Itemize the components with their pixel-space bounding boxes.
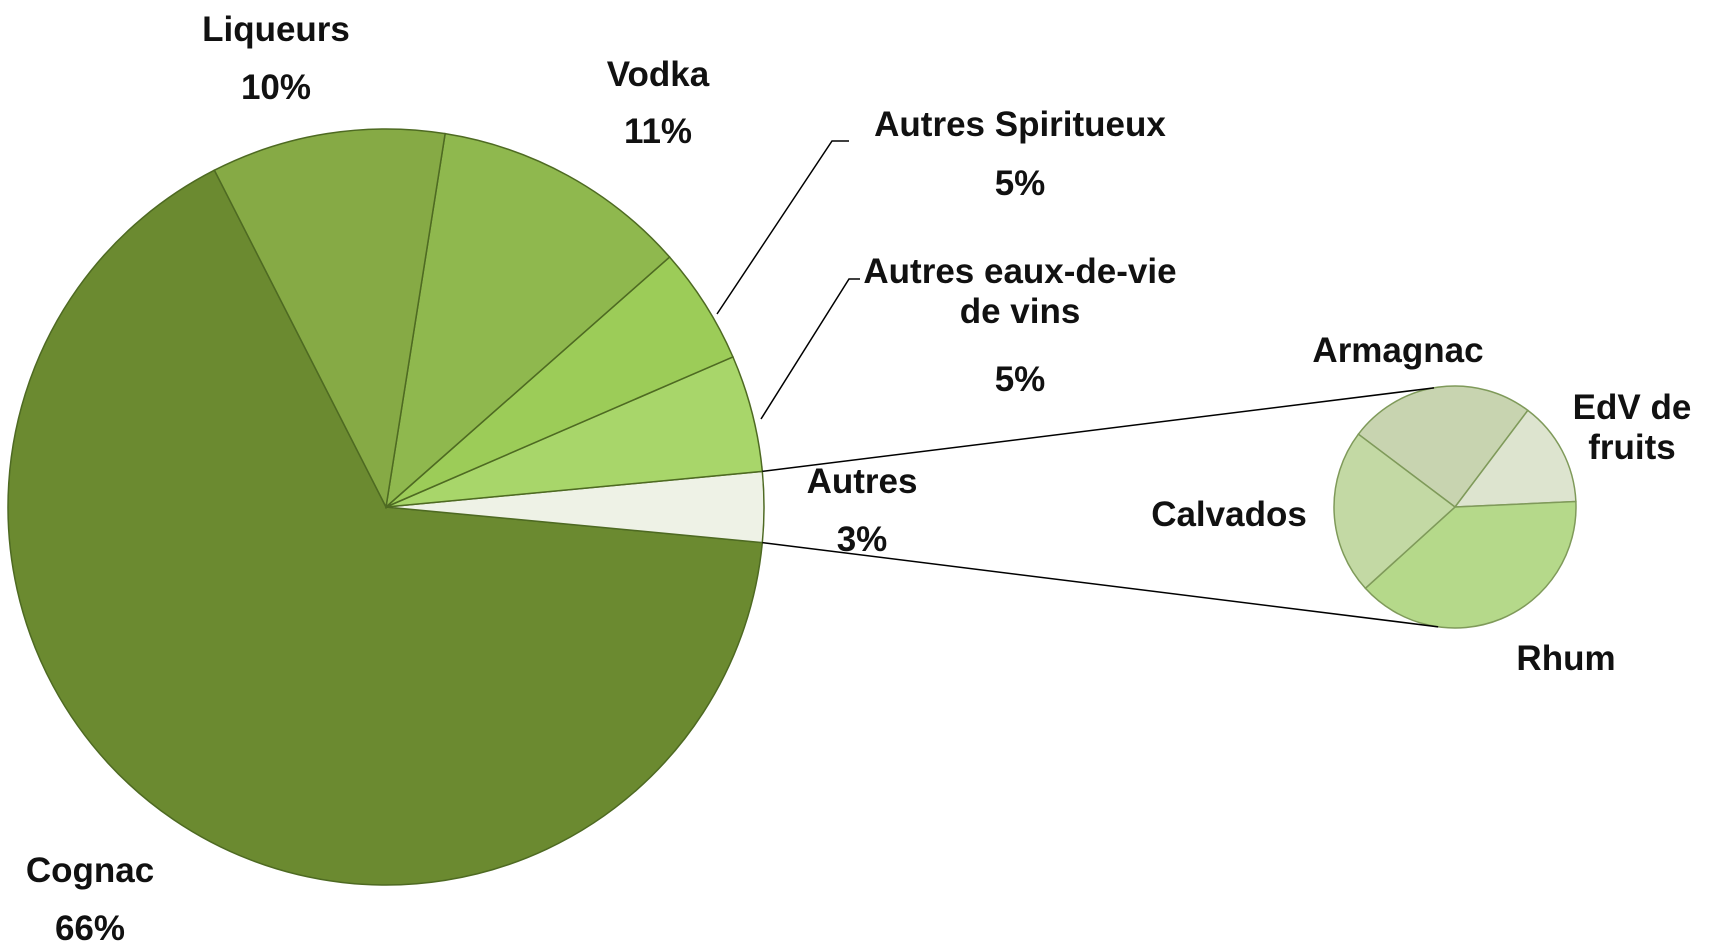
slice-label: Autres Spiritueux (874, 105, 1166, 144)
slice-value-label: 11% (623, 112, 693, 151)
slice-value-label: 5% (994, 164, 1046, 203)
slice-value-label: 5% (994, 360, 1046, 399)
secondary-label: Calvados (1151, 495, 1307, 534)
slice-value-label: 66% (54, 909, 126, 948)
pie-slice (213, 128, 446, 510)
secondary-slice (1333, 433, 1457, 590)
slice-label: Vodka (606, 55, 710, 94)
slice-label: Liqueurs (202, 10, 350, 49)
slice-label: Cognac (25, 851, 155, 890)
secondary-slice (1364, 500, 1577, 629)
slice-value-label: 3% (836, 520, 888, 559)
secondary-slice (1453, 409, 1577, 508)
connector-line (762, 387, 1435, 473)
secondary-label: Rhum (1516, 639, 1616, 678)
leader-line (760, 278, 860, 420)
leader-line (716, 140, 849, 315)
secondary-label: Armagnac (1312, 331, 1484, 370)
pie-slice (384, 132, 671, 509)
slice-value-label: 10% (240, 68, 312, 107)
slice-label: Autres eaux-de-vie de vins (863, 252, 1177, 331)
secondary-slice (1357, 385, 1529, 509)
secondary-label: EdV de fruits (1572, 388, 1692, 467)
slice-label: Autres (806, 462, 918, 501)
connector-line (762, 541, 1439, 628)
pie-slice (7, 169, 764, 886)
